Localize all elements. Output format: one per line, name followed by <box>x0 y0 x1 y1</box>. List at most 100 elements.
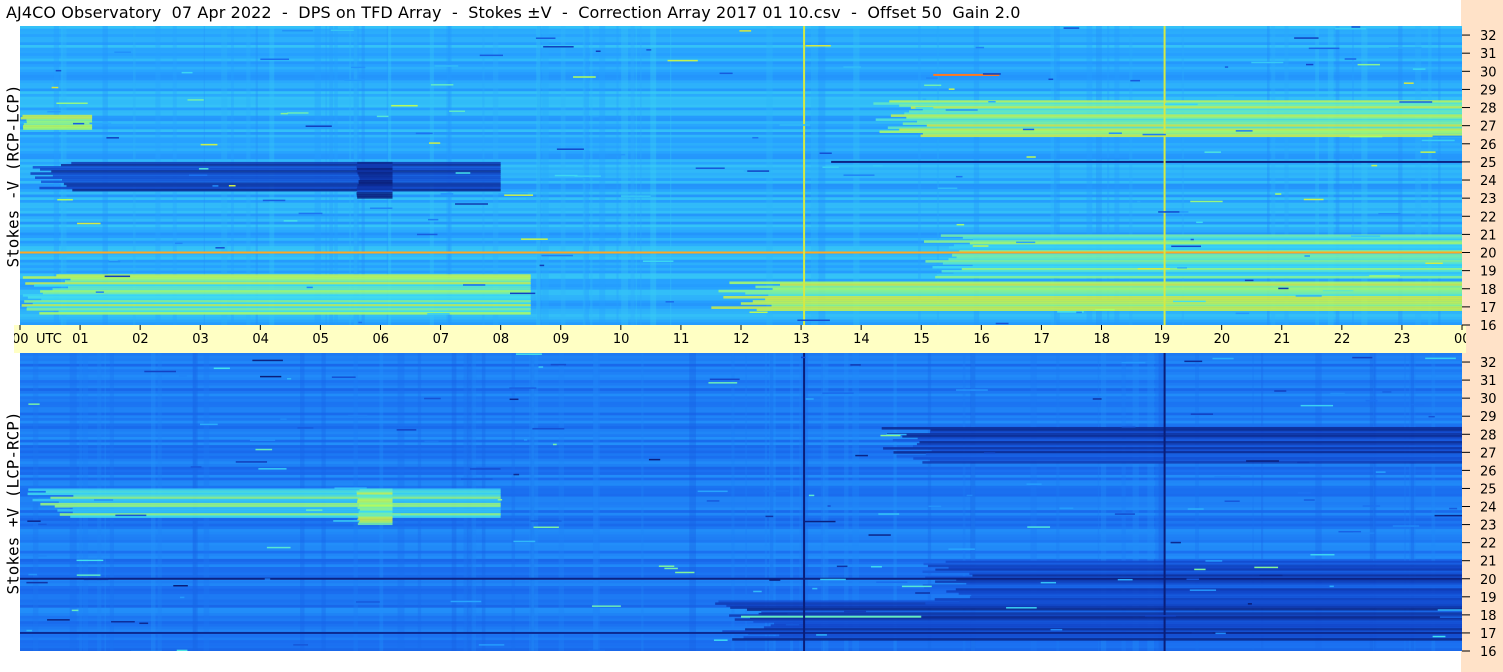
spectrogram-row <box>20 507 1462 511</box>
spectrogram-row <box>20 580 1462 584</box>
spectrogram-row <box>20 569 1462 574</box>
spectrogram-column <box>1410 353 1415 651</box>
spectrogram-band <box>913 457 1462 460</box>
signal-streak <box>1247 603 1252 605</box>
spectrogram-row <box>20 485 1462 490</box>
signal-streak <box>283 220 298 222</box>
spectrogram-band <box>357 514 393 518</box>
spectrogram-band <box>356 163 393 167</box>
spectrogram-column <box>745 353 747 651</box>
spectrogram-band <box>734 618 1462 621</box>
signal-streak <box>1224 66 1229 68</box>
spectrogram-row <box>20 407 1462 411</box>
signal-streak <box>249 439 276 441</box>
spectrogram-band <box>948 246 1462 249</box>
signal-streak <box>513 473 520 476</box>
signal-streak <box>416 233 438 236</box>
signal-streak <box>449 110 466 112</box>
spectrogram-band <box>357 186 393 189</box>
spectrogram-row <box>20 561 1462 565</box>
spectrogram-band <box>72 507 501 510</box>
signal-streak <box>235 461 268 463</box>
spectrogram-band <box>40 290 531 293</box>
signal-streak <box>469 468 501 470</box>
signal-streak <box>1145 615 1176 617</box>
spectrogram-band <box>902 122 1462 125</box>
spectrogram-row <box>20 523 1462 527</box>
signal-streak <box>515 353 542 355</box>
spectrogram-row <box>20 164 1462 168</box>
spectrogram-row <box>20 512 1462 517</box>
spectrogram-column <box>1054 26 1060 325</box>
time-marker-line <box>803 26 806 325</box>
signal-streak <box>424 397 441 400</box>
spectrogram-band <box>39 186 501 190</box>
spectrogram-band <box>922 132 1462 136</box>
signal-streak <box>1434 514 1462 517</box>
spectrogram-row <box>20 202 1462 206</box>
spectrogram-column <box>1050 26 1057 325</box>
spectrogram-band <box>22 114 93 118</box>
spectrogram-row <box>20 270 1462 274</box>
spectrogram-row <box>20 314 1462 318</box>
time-tick-label: 10 <box>613 332 630 347</box>
spectrogram-row <box>20 248 1462 253</box>
spectrogram-band <box>56 274 531 277</box>
signal-streak <box>1224 500 1240 502</box>
signal-streak <box>104 275 131 278</box>
spectrogram-row <box>20 112 1462 117</box>
spectrogram-row <box>20 404 1462 408</box>
chart-title: AJ4CO Observatory 07 Apr 2022 - DPS on T… <box>6 3 1021 22</box>
spectrogram-band <box>22 276 531 279</box>
spectrogram-band <box>919 441 1462 444</box>
spectrogram-column <box>1195 353 1199 651</box>
spectrogram-row <box>20 531 1462 536</box>
spectrogram-column <box>893 353 897 651</box>
signal-streak <box>1436 158 1462 161</box>
signal-streak <box>1330 392 1345 395</box>
signal-streak <box>200 423 218 426</box>
spectrogram-band <box>41 180 501 184</box>
spectrogram-row <box>20 610 1462 614</box>
signal-streak <box>708 382 738 384</box>
spectrogram-row <box>20 445 1462 449</box>
spectrogram-row <box>20 385 1462 389</box>
signal-streak <box>713 639 728 641</box>
spectrogram-band <box>50 496 501 500</box>
spectrogram-band <box>889 100 1462 103</box>
spectrogram-column <box>511 353 516 651</box>
spectrogram-row <box>20 423 1462 427</box>
spectrogram-band <box>21 304 531 307</box>
signal-streak <box>1215 632 1226 635</box>
signal-streak <box>1382 391 1392 393</box>
spectrogram-band <box>902 435 1462 438</box>
time-tick-label: 05 <box>312 332 329 347</box>
time-marker-line <box>1163 353 1166 651</box>
spectrogram-band <box>66 184 501 188</box>
spectrogram-column <box>1369 353 1376 651</box>
spectrogram-row <box>20 121 1462 125</box>
spectrogram-band <box>745 628 1462 631</box>
spectrogram-row <box>20 477 1462 481</box>
signal-streak <box>280 418 287 420</box>
signal-streak <box>215 247 225 249</box>
signal-streak <box>280 112 288 115</box>
time-tick-label: 20 <box>1214 332 1231 347</box>
spectrogram-row <box>20 371 1462 376</box>
signal-streak <box>179 596 185 599</box>
spectrogram-band <box>940 234 1462 237</box>
spectrogram-column <box>531 353 539 651</box>
spectrogram-row <box>20 229 1462 234</box>
signal-streak <box>1278 287 1289 290</box>
spectrogram-band <box>23 123 93 126</box>
spectrogram-band <box>925 260 1462 263</box>
time-tick-label: 14 <box>853 332 870 347</box>
interference-line <box>831 160 1462 163</box>
signal-streak <box>114 51 132 53</box>
spectrogram-band <box>753 620 1462 623</box>
spectrogram-row <box>20 170 1462 174</box>
signal-streak <box>1130 79 1141 82</box>
signal-streak <box>1425 357 1456 360</box>
spectrogram-band <box>732 638 1462 641</box>
spectrogram-row <box>20 213 1462 217</box>
